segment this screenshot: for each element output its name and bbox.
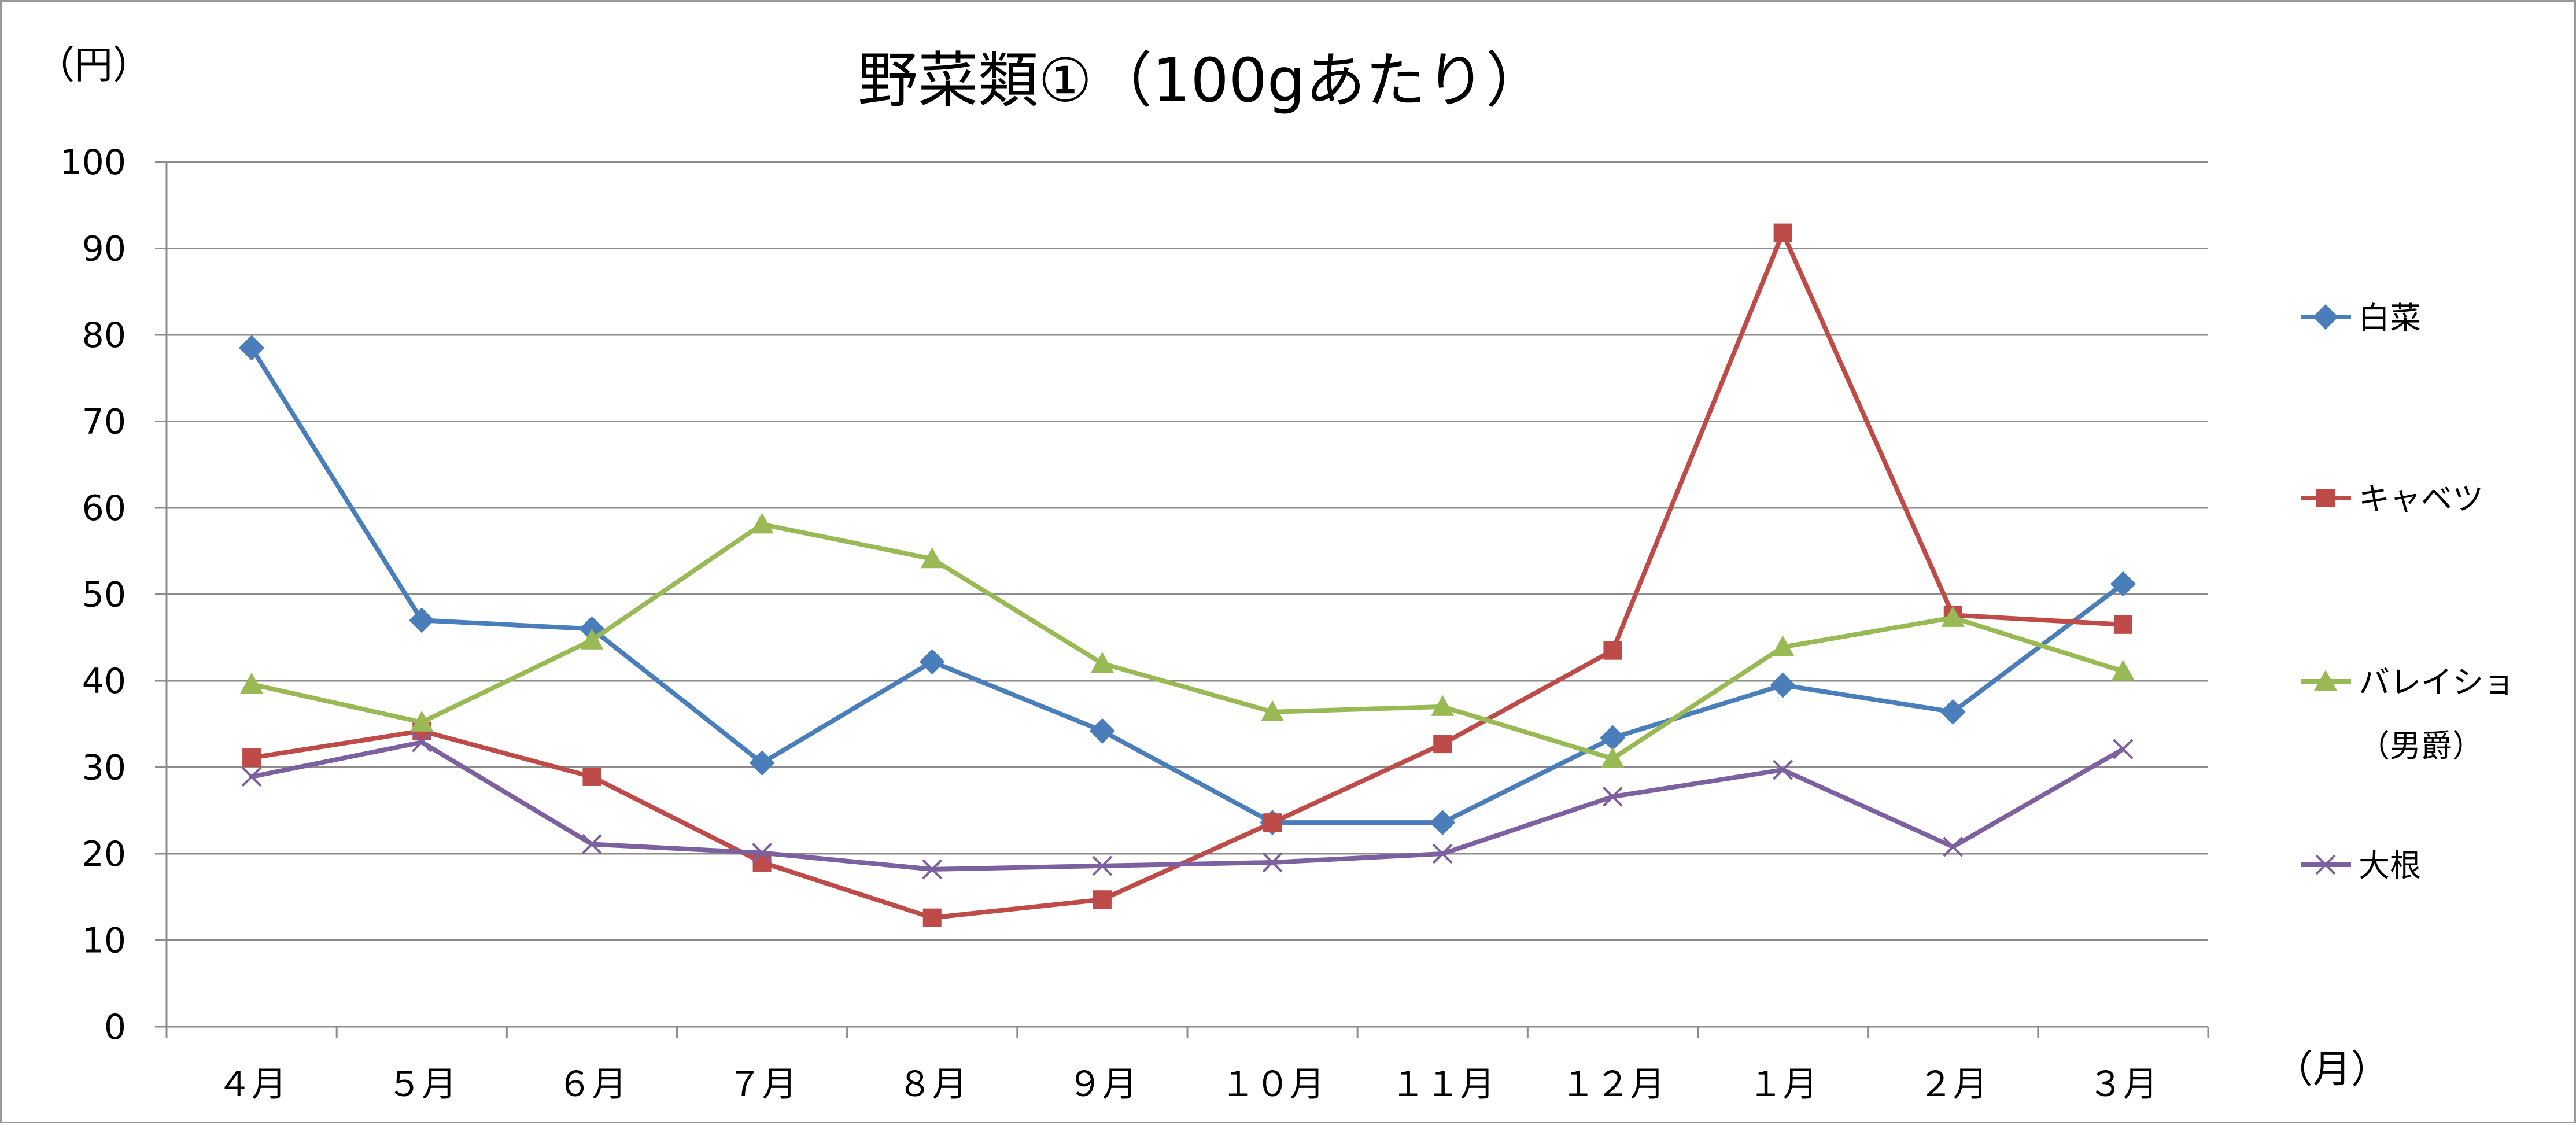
data-point: [1773, 759, 1793, 780]
series-group: [239, 223, 2136, 927]
legend-swatch-marker: [2315, 854, 2336, 875]
data-point: [920, 547, 944, 569]
data-point: [919, 649, 945, 675]
data-point: [2113, 739, 2134, 759]
data-point: [1431, 695, 1455, 716]
data-point: [240, 672, 264, 694]
data-point: [1603, 786, 1623, 807]
y-tick-label: 10: [82, 921, 126, 961]
data-point: [1432, 843, 1453, 864]
x-tick-label: １０月: [1220, 1064, 1324, 1105]
y-tick-label: 40: [82, 661, 126, 702]
x-tick-label: ５月: [387, 1064, 456, 1105]
data-point: [1089, 718, 1115, 744]
legend-item-1: キャベツ: [2301, 481, 2483, 517]
x-tick-label: ６月: [557, 1064, 626, 1105]
data-point: [1943, 836, 1964, 857]
legend-item-3: 大根: [2301, 847, 2421, 884]
data-point: [1090, 652, 1114, 673]
legend-item-0: 白菜: [2301, 300, 2421, 336]
legend-label: 白菜: [2359, 300, 2421, 336]
y-tick-label: 90: [82, 229, 126, 270]
data-point: [1093, 890, 1112, 909]
series-line: [249, 740, 2125, 872]
data-point: [410, 710, 434, 732]
data-point: [1771, 635, 1795, 656]
data-point: [409, 607, 435, 633]
y-axis-unit-label: （円）: [36, 43, 151, 87]
x-tick-label: ８月: [898, 1064, 967, 1105]
data-point: [752, 853, 772, 872]
series-line: [249, 230, 2125, 920]
series-line: [249, 345, 2125, 825]
x-tick-label: １２月: [1560, 1064, 1665, 1105]
series-line: [249, 522, 2125, 761]
series-0: [239, 335, 2136, 836]
data-point: [1262, 852, 1283, 873]
data-point: [1773, 223, 1792, 242]
legend-swatch-marker: [2316, 489, 2335, 507]
legend-label: （男爵）: [2359, 728, 2483, 764]
data-point: [411, 732, 432, 753]
data-point: [582, 834, 602, 854]
chart-title: 野菜類①（100gあたり）: [858, 45, 1546, 116]
x-tick-label: １月: [1748, 1064, 1818, 1105]
data-point: [1600, 725, 1626, 751]
data-point: [1261, 700, 1285, 721]
data-point: [2113, 615, 2132, 634]
series-1: [242, 223, 2132, 927]
legend-swatch-marker: [2314, 670, 2337, 691]
data-point: [1770, 672, 1796, 698]
y-tick-label: 60: [82, 488, 126, 529]
data-point: [922, 908, 942, 927]
legend-label: 大根: [2359, 847, 2421, 884]
data-point: [1940, 699, 1966, 725]
legend-label: キャベツ: [2359, 481, 2483, 517]
x-tick-label: ７月: [728, 1064, 797, 1105]
y-tick-label: 0: [104, 1007, 126, 1047]
data-point: [1601, 747, 1625, 768]
data-point: [1263, 813, 1282, 832]
data-point: [752, 843, 772, 863]
x-tick-label: ４月: [217, 1064, 286, 1105]
data-point: [749, 750, 775, 776]
x-tick-label: ３月: [2088, 1064, 2158, 1105]
y-tick-label: 100: [60, 142, 126, 183]
data-point: [922, 859, 943, 880]
y-tick-label: 80: [82, 315, 126, 356]
legend-item-2: バレイショ （男爵）: [2301, 664, 2515, 764]
data-point: [582, 767, 601, 786]
x-axis-unit-label: （月）: [2275, 1047, 2389, 1091]
data-point: [1092, 855, 1113, 876]
data-point: [580, 628, 604, 650]
legend-label: バレイショ: [2359, 664, 2515, 700]
data-point: [2111, 659, 2135, 681]
data-point: [1603, 641, 1622, 660]
y-tick-label: 70: [82, 402, 126, 442]
data-point: [1433, 735, 1452, 754]
legend-swatch-marker: [2313, 304, 2338, 330]
x-tick-label: １１月: [1390, 1064, 1494, 1105]
x-tick-label: ２月: [1918, 1064, 1988, 1105]
data-point: [242, 748, 261, 768]
x-tick-label: ９月: [1068, 1064, 1137, 1105]
y-tick-label: 50: [82, 575, 126, 615]
data-point: [1430, 810, 1456, 836]
data-point: [239, 335, 265, 361]
data-point: [750, 512, 774, 534]
data-point: [2110, 571, 2136, 597]
y-tick-label: 30: [82, 748, 126, 788]
y-tick-label: 20: [82, 834, 126, 875]
series-3: [241, 732, 2134, 880]
data-point: [241, 766, 262, 787]
data-point: [1941, 606, 1965, 627]
series-2: [240, 512, 2135, 768]
axes: 0 10 20 30 40 50 60 70 80 90 100 ４月 ５月 ６月 ７月 ８月 ９月 １０月 １１月…: [60, 142, 2209, 1105]
